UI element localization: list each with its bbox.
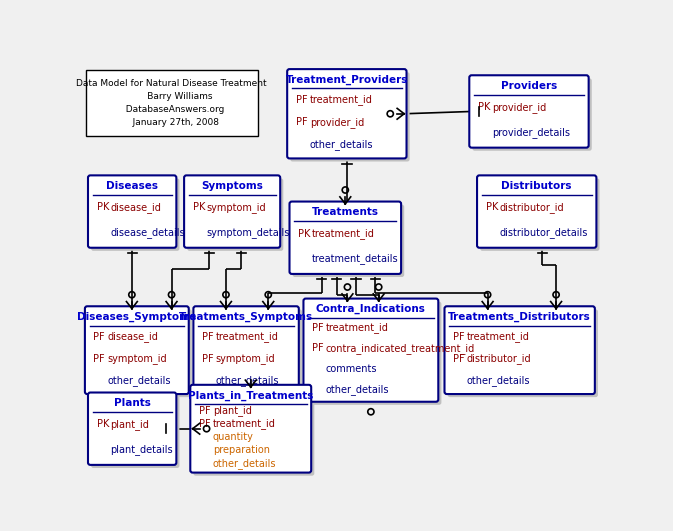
Text: Distributors: Distributors: [501, 181, 572, 191]
Text: Diseases: Diseases: [106, 181, 158, 191]
Text: treatment_id: treatment_id: [326, 322, 389, 333]
Text: treatment_details: treatment_details: [312, 253, 398, 264]
Text: PK: PK: [192, 202, 205, 212]
Text: PF: PF: [202, 331, 213, 341]
Text: PK: PK: [486, 202, 498, 212]
Text: plant_id: plant_id: [110, 419, 149, 430]
Text: Treatments_Distributors: Treatments_Distributors: [448, 312, 591, 322]
FancyBboxPatch shape: [469, 75, 589, 148]
Text: Diseases_Symptoms: Diseases_Symptoms: [77, 312, 197, 322]
FancyBboxPatch shape: [293, 204, 404, 277]
Text: PF: PF: [453, 331, 464, 341]
Text: other_details: other_details: [213, 458, 277, 469]
Text: other_details: other_details: [108, 375, 171, 386]
Text: PF: PF: [199, 406, 211, 416]
FancyBboxPatch shape: [304, 298, 438, 402]
FancyBboxPatch shape: [444, 306, 595, 394]
Text: plant_id: plant_id: [213, 405, 252, 416]
FancyBboxPatch shape: [480, 178, 600, 251]
Text: PF: PF: [94, 331, 105, 341]
FancyBboxPatch shape: [472, 79, 592, 151]
Text: PF: PF: [94, 354, 105, 364]
FancyBboxPatch shape: [193, 388, 314, 476]
FancyBboxPatch shape: [306, 302, 441, 405]
Text: other_details: other_details: [216, 375, 279, 386]
Text: symptom_id: symptom_id: [216, 353, 275, 364]
FancyBboxPatch shape: [85, 306, 188, 394]
Text: PF: PF: [312, 323, 324, 333]
Text: distributor_id: distributor_id: [499, 202, 564, 213]
Text: treatment_id: treatment_id: [216, 331, 279, 342]
FancyBboxPatch shape: [290, 72, 410, 161]
FancyBboxPatch shape: [91, 396, 180, 468]
Text: provider_details: provider_details: [492, 127, 570, 138]
Text: quantity: quantity: [213, 432, 254, 442]
Text: disease_id: disease_id: [108, 331, 158, 342]
Text: disease_details: disease_details: [110, 227, 185, 238]
FancyBboxPatch shape: [197, 310, 302, 397]
Text: other_details: other_details: [326, 384, 390, 395]
Text: other_details: other_details: [310, 139, 373, 150]
FancyBboxPatch shape: [287, 69, 406, 158]
FancyBboxPatch shape: [88, 175, 176, 248]
Text: Plants_in_Treatments: Plants_in_Treatments: [188, 390, 314, 401]
Text: plant_details: plant_details: [110, 444, 173, 455]
FancyBboxPatch shape: [88, 310, 192, 397]
Text: PF: PF: [295, 95, 308, 105]
FancyBboxPatch shape: [477, 175, 596, 248]
Text: PF: PF: [295, 117, 308, 127]
FancyBboxPatch shape: [187, 178, 283, 251]
Text: distributor_details: distributor_details: [499, 227, 588, 238]
Text: provider_id: provider_id: [310, 117, 364, 127]
Text: Providers: Providers: [501, 81, 557, 91]
Text: PF: PF: [312, 344, 324, 354]
Text: PF: PF: [202, 354, 213, 364]
Text: Symptoms: Symptoms: [201, 181, 263, 191]
Text: preparation: preparation: [213, 446, 270, 456]
Text: distributor_id: distributor_id: [467, 353, 532, 364]
Text: Contra_Indications: Contra_Indications: [316, 304, 426, 314]
Text: symptom_id: symptom_id: [108, 353, 167, 364]
Text: Treatments_Symptoms: Treatments_Symptoms: [179, 312, 313, 322]
Text: symptom_id: symptom_id: [207, 202, 267, 213]
FancyBboxPatch shape: [289, 202, 401, 274]
Text: PK: PK: [96, 419, 109, 430]
Text: treatment_id: treatment_id: [312, 228, 375, 239]
Text: treatment_id: treatment_id: [213, 418, 276, 430]
Text: treatment_id: treatment_id: [310, 94, 373, 105]
FancyBboxPatch shape: [91, 178, 180, 251]
Text: PF: PF: [453, 354, 464, 364]
FancyBboxPatch shape: [190, 385, 311, 473]
Text: Treatment_Providers: Treatment_Providers: [285, 75, 408, 85]
Text: PK: PK: [478, 102, 490, 112]
Text: treatment_id: treatment_id: [467, 331, 530, 342]
Text: provider_id: provider_id: [492, 102, 546, 113]
FancyBboxPatch shape: [88, 392, 176, 465]
Text: PF: PF: [199, 419, 211, 429]
FancyBboxPatch shape: [193, 306, 299, 394]
Text: contra_indicated_treatment_id: contra_indicated_treatment_id: [326, 343, 475, 354]
FancyBboxPatch shape: [85, 70, 258, 136]
Text: symptom_details: symptom_details: [207, 227, 290, 238]
Text: disease_id: disease_id: [110, 202, 162, 213]
Text: other_details: other_details: [467, 375, 530, 386]
Text: Plants: Plants: [114, 398, 151, 408]
Text: PK: PK: [298, 228, 310, 238]
Text: PK: PK: [96, 202, 109, 212]
Text: comments: comments: [326, 364, 378, 374]
FancyBboxPatch shape: [448, 310, 598, 397]
Text: Treatments: Treatments: [312, 207, 379, 217]
FancyBboxPatch shape: [184, 175, 280, 248]
Text: Data Model for Natural Disease Treatment
      Barry Williams
  DatabaseAnswers.: Data Model for Natural Disease Treatment…: [77, 79, 267, 127]
